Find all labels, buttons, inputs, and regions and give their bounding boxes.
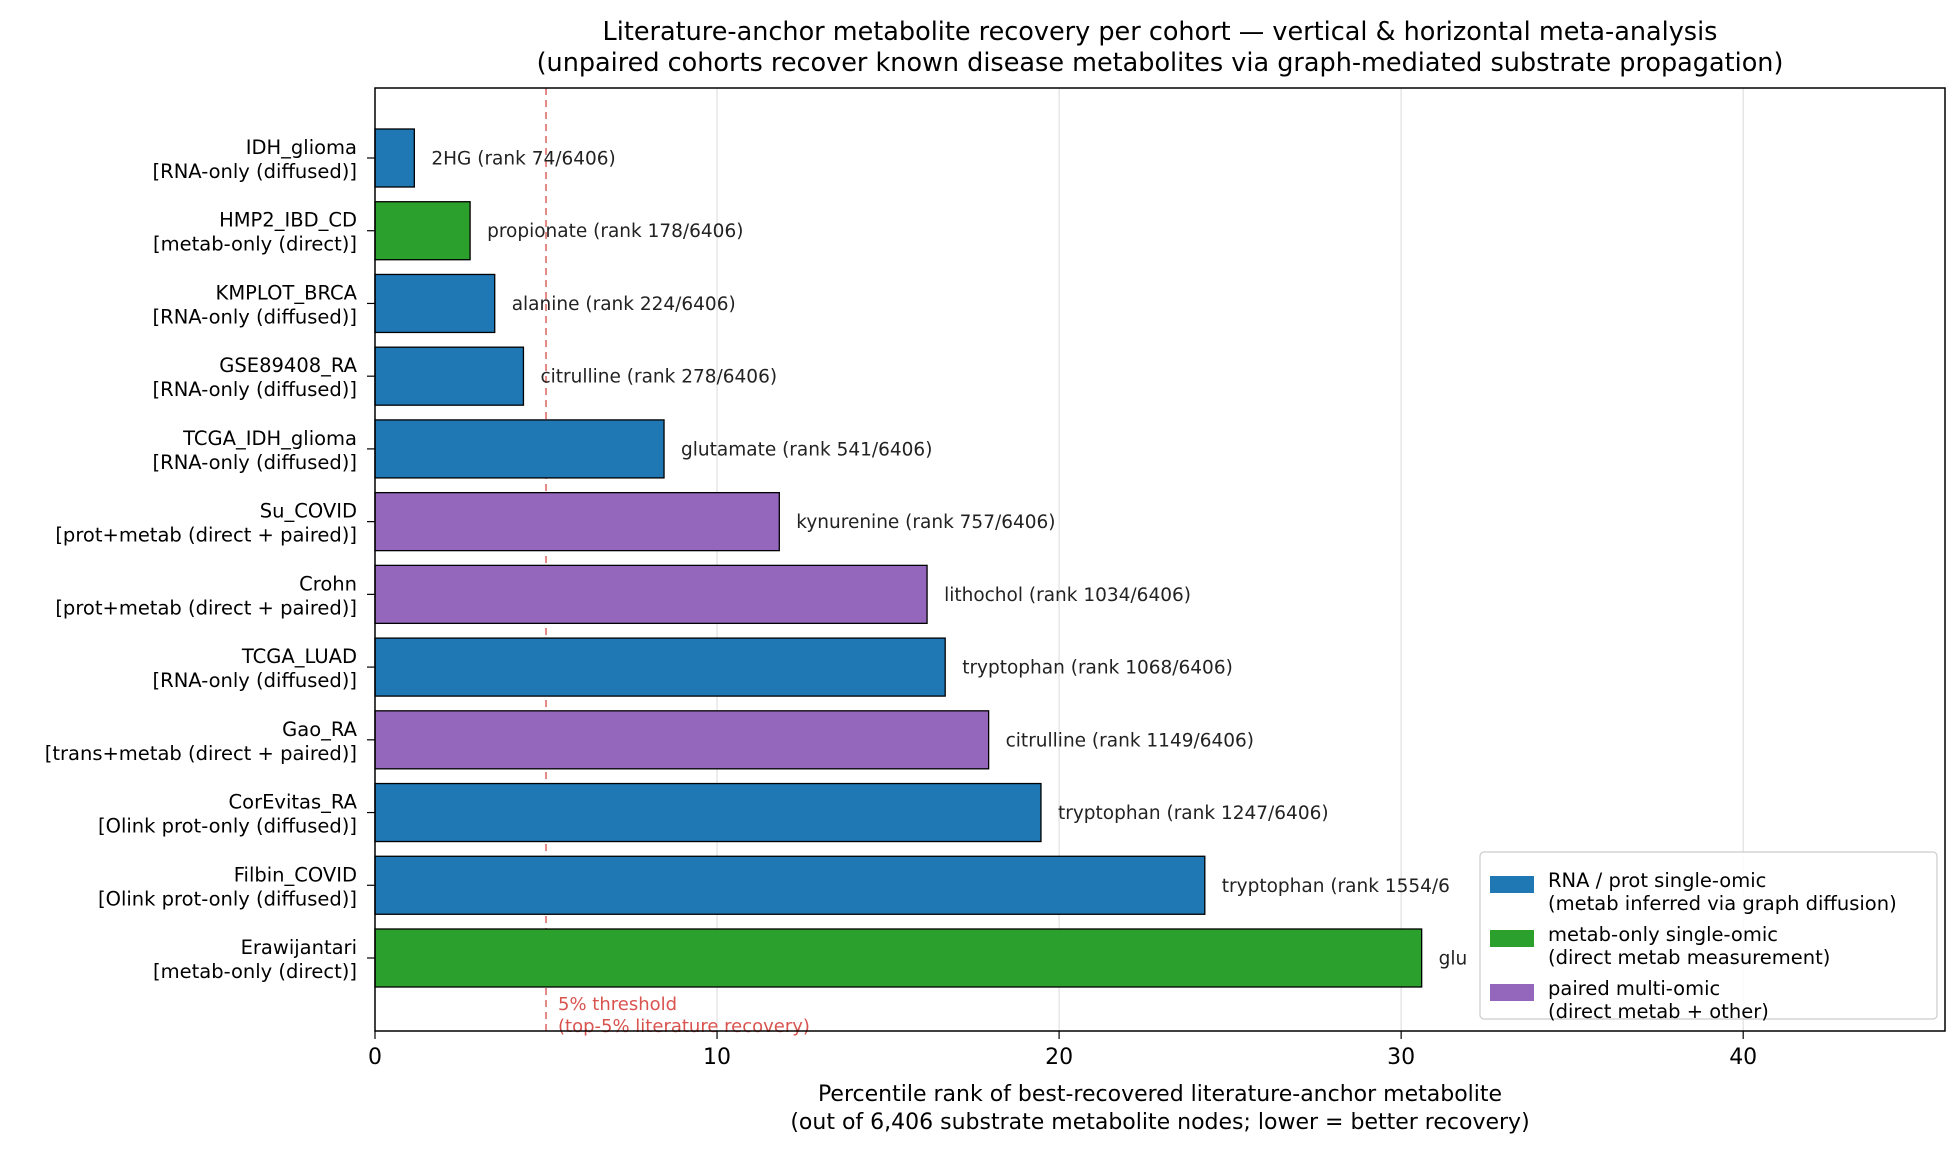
bar-Gao_RA [374, 710, 990, 770]
y-tick-label-cohort-Filbin_COVID: Filbin_COVID [234, 863, 357, 886]
bar-annotations: 2HG (rank 74/6406) propionate (rank 178/6… [431, 149, 1467, 970]
bar-Erawijantari [374, 928, 1423, 988]
x-tick-label-3: 30 [1387, 1045, 1415, 1070]
bars [374, 128, 1423, 988]
legend-swatch-rna_prot [1490, 876, 1534, 893]
bar-TCGA_IDH_glioma [374, 419, 665, 479]
legend: RNA / prot single-omic(metab inferred vi… [1479, 851, 1938, 1023]
y-tick-label-cohort-GSE89408_RA: GSE89408_RA [219, 354, 357, 377]
legend-box [1479, 851, 1938, 1020]
legend-label-rna_prot-line-1: RNA / prot single-omic [1548, 869, 1766, 892]
bar-annotation-Filbin_COVID: tryptophan (rank 1554/6 [1222, 876, 1450, 897]
y-tick-label-modality-Filbin_COVID: [Olink prot-only (diffused)] [98, 887, 357, 910]
y-tick-label-modality-TCGA_LUAD: [RNA-only (diffused)] [153, 669, 357, 692]
axes: IDH_glioma[RNA-only (diffused)]HMP2_IBD_… [45, 87, 1946, 1070]
bar-annotation-KMPLOT_BRCA: alanine (rank 224/6406) [512, 294, 736, 315]
legend-label-paired-line-1: paired multi-omic [1548, 977, 1720, 1000]
x-tick-label-0: 0 [368, 1045, 382, 1070]
bar-annotation-IDH_glioma: 2HG (rank 74/6406) [431, 149, 615, 170]
x-tick-label-2: 20 [1045, 1045, 1073, 1070]
y-tick-label-cohort-CorEvitas_RA: CorEvitas_RA [229, 791, 358, 814]
x-tick-label-4: 40 [1729, 1045, 1757, 1070]
bar-HMP2_IBD_CD [374, 201, 471, 261]
bar-GSE89408_RA [374, 346, 525, 406]
y-tick-label-modality-GSE89408_RA: [RNA-only (diffused)] [153, 378, 357, 401]
y-tick-label-cohort-TCGA_LUAD: TCGA_LUAD [241, 645, 357, 668]
bar-annotation-TCGA_LUAD: tryptophan (rank 1068/6406) [962, 658, 1233, 679]
y-tick-label-modality-Su_COVID: [prot+metab (direct + paired)] [55, 524, 357, 547]
legend-swatch-metab [1490, 930, 1534, 947]
legend-label-rna_prot-line-2: (metab inferred via graph diffusion) [1548, 892, 1897, 915]
bar-annotation-Erawijantari: glu [1439, 949, 1468, 970]
threshold-label-line-2: (top-5% literature recovery) [558, 1016, 810, 1037]
bar-annotation-TCGA_IDH_glioma: glutamate (rank 541/6406) [681, 439, 932, 460]
y-tick-label-cohort-IDH_glioma: IDH_glioma [246, 136, 357, 159]
bar-Crohn [374, 564, 928, 625]
bar-KMPLOT_BRCA [374, 273, 496, 334]
y-tick-label-cohort-HMP2_IBD_CD: HMP2_IBD_CD [219, 209, 357, 232]
bar-Filbin_COVID [374, 855, 1206, 915]
x-axis-label-line-1: Percentile rank of best-recovered litera… [818, 1082, 1502, 1107]
y-tick-label-modality-HMP2_IBD_CD: [metab-only (direct)] [153, 233, 357, 256]
y-tick-label-cohort-Gao_RA: Gao_RA [282, 718, 357, 741]
chart-title-line-2: (unpaired cohorts recover known disease … [537, 48, 1784, 78]
bar-annotation-Crohn: lithochol (rank 1034/6406) [944, 585, 1191, 606]
legend-label-metab-line-2: (direct metab measurement) [1548, 946, 1830, 969]
plot-frame [374, 87, 1946, 1032]
y-tick-label-modality-KMPLOT_BRCA: [RNA-only (diffused)] [153, 305, 357, 328]
bar-IDH_glioma [374, 128, 415, 188]
y-tick-label-modality-TCGA_IDH_glioma: [RNA-only (diffused)] [153, 451, 357, 474]
y-tick-label-cohort-Crohn: Crohn [299, 572, 357, 595]
chart-title-line-1: Literature-anchor metabolite recovery pe… [603, 17, 1718, 47]
y-tick-label-modality-IDH_glioma: [RNA-only (diffused)] [153, 160, 357, 183]
y-tick-label-modality-Gao_RA: [trans+metab (direct + paired)] [45, 742, 357, 765]
bar-annotation-CorEvitas_RA: tryptophan (rank 1247/6406) [1058, 803, 1329, 824]
y-tick-label-cohort-KMPLOT_BRCA: KMPLOT_BRCA [216, 281, 358, 304]
bar-annotation-GSE89408_RA: citrulline (rank 278/6406) [540, 367, 777, 388]
bar-annotation-HMP2_IBD_CD: propionate (rank 178/6406) [487, 221, 743, 242]
bar-CorEvitas_RA [374, 782, 1042, 843]
y-tick-label-cohort-TCGA_IDH_glioma: TCGA_IDH_glioma [182, 427, 357, 450]
bar-TCGA_LUAD [374, 637, 946, 697]
y-tick-label-modality-Erawijantari: [metab-only (direct)] [153, 960, 357, 983]
x-axis-label-line-2: (out of 6,406 substrate metabolite nodes… [790, 1110, 1529, 1135]
legend-label-metab-line-1: metab-only single-omic [1548, 923, 1778, 946]
y-tick-label-modality-CorEvitas_RA: [Olink prot-only (diffused)] [98, 815, 357, 838]
legend-label-paired-line-2: (direct metab + other) [1548, 1000, 1769, 1023]
y-tick-label-cohort-Erawijantari: Erawijantari [241, 936, 357, 959]
threshold-label-line-1: 5% threshold [558, 994, 677, 1015]
bar-annotation-Su_COVID: kynurenine (rank 757/6406) [796, 512, 1055, 533]
y-tick-label-modality-Crohn: [prot+metab (direct + paired)] [55, 596, 357, 619]
legend-swatch-paired [1490, 984, 1534, 1001]
x-tick-label-1: 10 [703, 1045, 731, 1070]
y-tick-label-cohort-Su_COVID: Su_COVID [260, 500, 357, 523]
bar-Su_COVID [374, 491, 780, 552]
bar-annotation-Gao_RA: citrulline (rank 1149/6406) [1006, 730, 1254, 751]
